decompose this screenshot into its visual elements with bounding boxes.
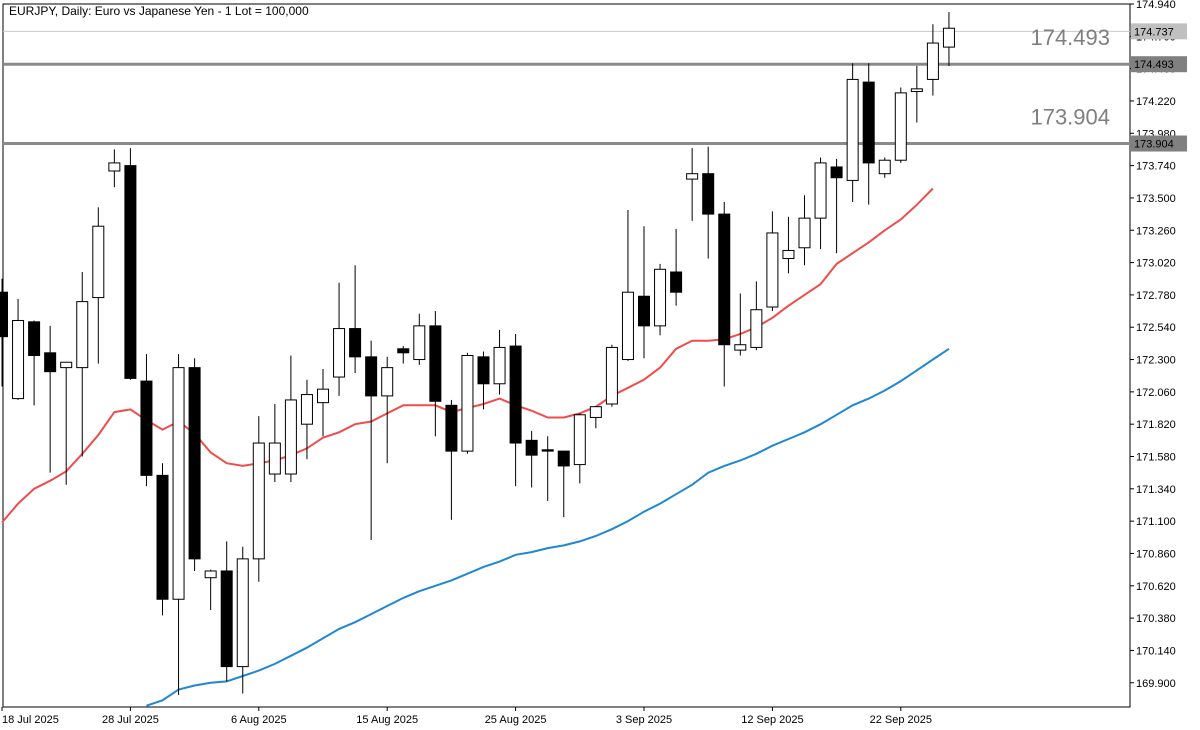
candle-body[interactable]: [766, 232, 779, 308]
candle-body[interactable]: [0, 291, 8, 338]
candle-body[interactable]: [220, 570, 233, 668]
candle-body[interactable]: [926, 42, 939, 80]
candle-body[interactable]: [92, 225, 105, 299]
y-tick-label: 172.540: [1136, 322, 1176, 334]
candle-body[interactable]: [204, 570, 217, 579]
candle-body[interactable]: [28, 321, 41, 357]
candle-body[interactable]: [638, 295, 650, 327]
candle-body[interactable]: [381, 367, 394, 397]
y-tick-label: 171.580: [1136, 452, 1176, 464]
candle-body[interactable]: [60, 361, 73, 369]
candle-body[interactable]: [910, 88, 923, 93]
candle-body[interactable]: [365, 356, 378, 397]
x-tick-label: 18 Jul 2025: [2, 714, 59, 726]
y-tick-label: 172.780: [1136, 290, 1176, 302]
candle-body[interactable]: [942, 27, 955, 48]
candle-body[interactable]: [108, 162, 121, 172]
candle-body[interactable]: [830, 166, 843, 179]
candle-body[interactable]: [188, 367, 201, 560]
candle-body[interactable]: [894, 92, 907, 161]
candle-body[interactable]: [124, 165, 137, 379]
candle-body[interactable]: [317, 388, 329, 404]
candle-body[interactable]: [445, 404, 458, 452]
y-tick-label: 170.380: [1136, 613, 1176, 625]
level-label: 174.493: [1030, 25, 1110, 50]
candle-body[interactable]: [252, 442, 265, 560]
candle-body[interactable]: [44, 352, 57, 373]
y-tick-label: 173.500: [1136, 193, 1176, 205]
y-tick-label: 170.620: [1136, 581, 1176, 593]
x-tick-label: 6 Aug 2025: [231, 714, 287, 726]
x-tick-label: 3 Sep 2025: [616, 714, 672, 726]
x-tick-label: 28 Jul 2025: [102, 714, 159, 726]
candle-body[interactable]: [333, 328, 346, 378]
y-tick-label: 169.900: [1136, 678, 1176, 690]
candle-body[interactable]: [798, 217, 811, 249]
x-tick-label: 12 Sep 2025: [741, 714, 803, 726]
candle-body[interactable]: [156, 474, 169, 600]
moving-average-slow: [146, 347, 950, 707]
x-tick-label: 15 Aug 2025: [356, 714, 418, 726]
candle-body[interactable]: [284, 399, 297, 475]
chart-title: EURJPY, Daily: Euro vs Japanese Yen - 1 …: [9, 4, 309, 18]
candle-body[interactable]: [654, 268, 667, 327]
current-price-tag: 174.737: [1134, 26, 1174, 38]
candle-body[interactable]: [525, 439, 538, 456]
candle-body[interactable]: [621, 291, 634, 361]
x-tick-label: 25 Aug 2025: [485, 714, 547, 726]
candle-body[interactable]: [750, 309, 763, 348]
y-tick-label: 171.100: [1136, 516, 1176, 528]
y-tick-label: 172.060: [1136, 387, 1176, 399]
y-tick-label: 172.300: [1136, 355, 1176, 367]
candle-body[interactable]: [268, 442, 281, 475]
candle-body[interactable]: [140, 380, 153, 476]
candle-body[interactable]: [718, 213, 731, 346]
candle-body[interactable]: [702, 173, 715, 215]
y-tick-label: 173.740: [1136, 161, 1176, 173]
candle-body[interactable]: [605, 346, 618, 405]
plot-frame: [2, 3, 1131, 708]
level-label: 173.904: [1030, 105, 1110, 130]
candle-body[interactable]: [846, 78, 859, 181]
candle-body[interactable]: [300, 394, 313, 425]
y-tick-label: 171.820: [1136, 419, 1176, 431]
candle-body[interactable]: [878, 159, 891, 175]
candle-body[interactable]: [397, 348, 410, 354]
level-price-tag-bg: [1131, 56, 1187, 73]
candle-body[interactable]: [670, 271, 683, 293]
candle-body[interactable]: [413, 325, 426, 361]
y-tick-label: 173.260: [1136, 225, 1176, 237]
candle-body[interactable]: [734, 344, 747, 351]
candle-body[interactable]: [814, 162, 827, 219]
y-tick-label: 174.940: [1136, 0, 1176, 11]
candle-body[interactable]: [573, 414, 586, 466]
candle-body[interactable]: [541, 449, 554, 452]
y-tick-label: 170.140: [1136, 645, 1176, 657]
candle-body[interactable]: [509, 345, 522, 444]
candle-body[interactable]: [557, 450, 570, 467]
candle-body[interactable]: [349, 328, 362, 358]
level-price-tag-bg: [1131, 135, 1187, 152]
candle-body[interactable]: [12, 319, 25, 400]
x-tick-label: 22 Sep 2025: [870, 714, 932, 726]
candle-body[interactable]: [236, 558, 249, 668]
y-tick-label: 170.860: [1136, 548, 1176, 560]
candle-body[interactable]: [782, 249, 795, 260]
candle-body[interactable]: [862, 81, 875, 164]
current-price-tag-bg: [1131, 23, 1187, 40]
candle-body[interactable]: [589, 406, 602, 418]
candle-body[interactable]: [172, 367, 185, 600]
y-tick-label: 173.020: [1136, 258, 1176, 270]
level-price-tag: 173.904: [1134, 139, 1174, 151]
candle-body[interactable]: [493, 346, 506, 385]
candle-body[interactable]: [461, 355, 474, 452]
candle-body[interactable]: [429, 325, 442, 402]
y-tick-label: 174.220: [1136, 96, 1176, 108]
candle-body[interactable]: [477, 356, 490, 385]
candle-body[interactable]: [76, 301, 89, 369]
y-tick-label: 171.340: [1136, 484, 1176, 496]
candle-body[interactable]: [686, 173, 699, 180]
level-price-tag: 174.493: [1134, 59, 1174, 71]
